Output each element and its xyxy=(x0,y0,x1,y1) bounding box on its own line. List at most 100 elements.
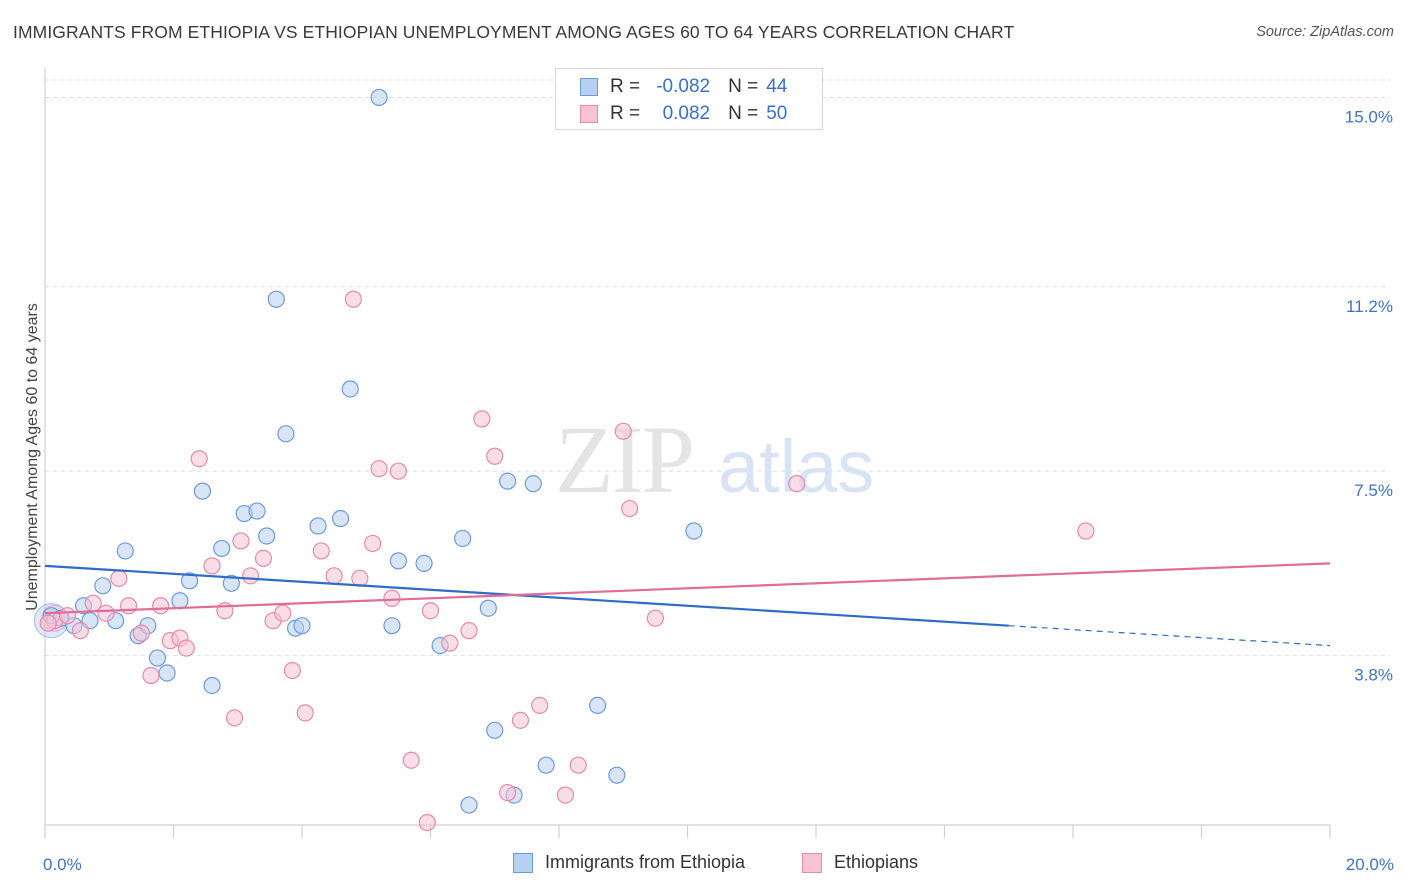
trend-lines xyxy=(44,562,1331,647)
r-value: -0.082 xyxy=(656,76,711,97)
point-immigrants xyxy=(267,290,285,308)
legend-swatch-pink xyxy=(802,852,822,873)
source-attribution: Source: ZipAtlas.com xyxy=(1256,24,1394,40)
legend-label-immigrants: Immigrants from Ethiopia xyxy=(545,852,746,872)
point-ethiopians xyxy=(97,604,115,622)
trend-line-immigrants xyxy=(44,564,1009,627)
point-ethiopians xyxy=(283,661,301,680)
point-ethiopians xyxy=(296,704,314,722)
point-ethiopians xyxy=(646,609,664,627)
point-immigrants xyxy=(608,766,626,784)
point-immigrants xyxy=(171,592,189,610)
point-immigrants xyxy=(383,617,401,635)
point-ethiopians xyxy=(274,604,292,622)
y-tick-label: 15.0% xyxy=(1345,107,1393,126)
point-immigrants xyxy=(454,529,472,548)
point-ethiopians xyxy=(344,290,362,308)
point-immigrants xyxy=(479,599,497,617)
r-label: R = xyxy=(610,76,641,97)
y-axis-label: Unemployment Among Ages 60 to 64 years xyxy=(24,303,41,611)
point-ethiopians xyxy=(486,447,504,465)
point-immigrants xyxy=(277,425,295,443)
point-ethiopians xyxy=(473,410,491,428)
point-ethiopians xyxy=(441,634,459,652)
point-ethiopians xyxy=(569,756,587,774)
stats-legend-row-pink: R = 0.082 N = 50 xyxy=(580,102,787,126)
stats-legend: R = -0.082 N = 44 R = 0.082 N = 50 xyxy=(555,68,823,130)
point-ethiopians xyxy=(383,589,401,607)
n-value: 50 xyxy=(766,103,788,124)
axes xyxy=(44,68,1331,838)
chart-title: IMMIGRANTS FROM ETHIOPIA VS ETHIOPIAN UN… xyxy=(13,22,1015,42)
point-ethiopians xyxy=(242,567,260,585)
x-tick-label: 0.0% xyxy=(43,855,82,874)
point-ethiopians xyxy=(556,786,575,804)
n-label: N = xyxy=(728,76,759,97)
point-immigrants xyxy=(588,696,607,715)
point-ethiopians xyxy=(110,569,128,587)
point-ethiopians xyxy=(389,462,407,480)
point-ethiopians xyxy=(370,460,388,478)
point-ethiopians xyxy=(132,624,150,642)
point-immigrants xyxy=(415,554,433,572)
legend-item-ethiopians: Ethiopians xyxy=(802,852,918,873)
point-immigrants xyxy=(309,517,327,535)
point-ethiopians xyxy=(58,607,77,625)
point-immigrants xyxy=(460,796,478,814)
stats-legend-row-blue: R = -0.082 N = 44 xyxy=(580,75,787,99)
point-ethiopians xyxy=(203,557,221,575)
point-ethiopians xyxy=(351,569,369,587)
point-ethiopians xyxy=(421,602,440,620)
point-ethiopians xyxy=(460,622,478,640)
point-ethiopians xyxy=(119,597,138,615)
point-ethiopians xyxy=(312,542,330,560)
point-ethiopians xyxy=(418,813,436,832)
point-ethiopians xyxy=(499,784,517,802)
point-immigrants xyxy=(148,649,167,667)
legend-swatch-blue xyxy=(580,78,598,96)
watermark-zip: ZIP xyxy=(555,406,693,513)
point-immigrants xyxy=(524,475,542,493)
point-immigrants xyxy=(203,676,221,695)
point-immigrants xyxy=(94,577,112,595)
point-ethiopians xyxy=(152,597,170,615)
watermark-atlas: atlas xyxy=(718,425,874,508)
point-immigrants xyxy=(331,509,350,528)
point-immigrants xyxy=(180,572,199,590)
point-immigrants xyxy=(248,502,266,520)
legend-swatch-blue xyxy=(513,852,533,873)
x-tick-label: 20.0% xyxy=(1346,855,1394,874)
trend-line-immigrants-extension xyxy=(1008,625,1331,647)
legend-label-ethiopians: Ethiopians xyxy=(834,852,919,872)
point-immigrants xyxy=(389,552,407,570)
legend-swatch-pink xyxy=(580,105,598,123)
point-ethiopians xyxy=(614,422,632,440)
point-immigrants xyxy=(116,542,134,560)
r-label: R = xyxy=(610,103,641,124)
point-ethiopians xyxy=(621,499,639,518)
y-tick-label: 11.2% xyxy=(1346,297,1393,316)
point-ethiopians xyxy=(225,709,244,727)
point-ethiopians xyxy=(39,614,57,632)
point-ethiopians xyxy=(364,534,382,553)
point-immigrants xyxy=(370,88,388,107)
watermark: ZIP atlas xyxy=(555,406,874,513)
point-ethiopians xyxy=(788,475,806,493)
point-immigrants xyxy=(158,664,176,682)
y-tick-label: 7.5% xyxy=(1354,481,1393,500)
point-immigrants xyxy=(213,539,231,558)
series-legend: Immigrants from Ethiopia Ethiopians xyxy=(0,852,1406,878)
point-ethiopians xyxy=(71,622,89,640)
data-points xyxy=(33,88,1095,832)
point-immigrants xyxy=(222,574,240,592)
point-ethiopians xyxy=(402,751,420,769)
point-ethiopians xyxy=(190,450,208,468)
legend-item-immigrants: Immigrants from Ethiopia xyxy=(513,852,745,873)
point-ethiopians xyxy=(511,711,530,729)
point-ethiopians xyxy=(531,696,549,715)
point-immigrants xyxy=(341,380,359,398)
point-ethiopians xyxy=(177,639,195,657)
tick-labels: 3.8% 7.5% 11.2% 15.0% 0.0% 20.0% xyxy=(43,107,1394,874)
n-label: N = xyxy=(728,103,759,124)
